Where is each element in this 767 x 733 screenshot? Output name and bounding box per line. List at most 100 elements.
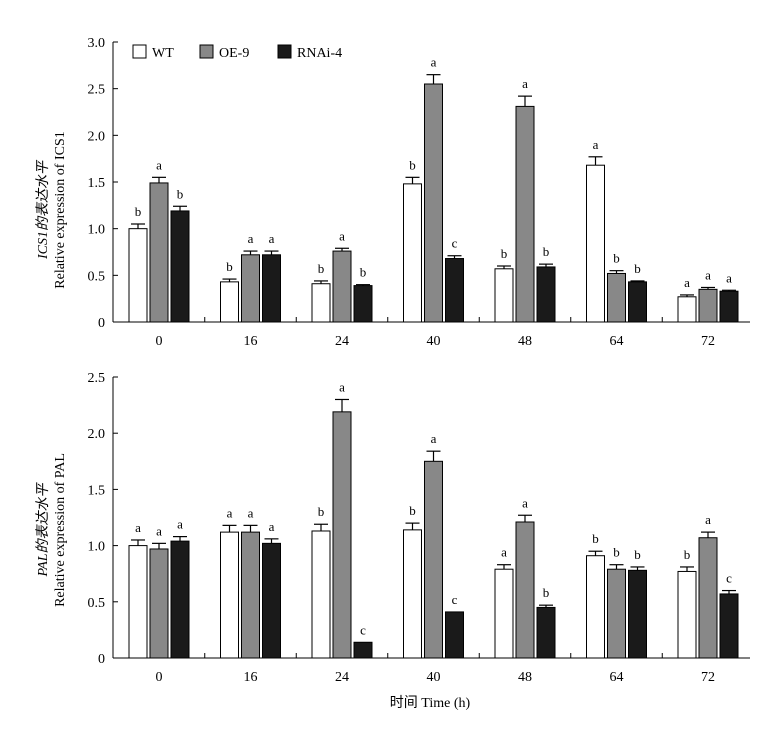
pal-bar-wt — [494, 568, 514, 659]
ics1-sig-label-wt: a — [684, 275, 690, 290]
pal-bar-wt — [128, 545, 148, 659]
pal-bar-oe9 — [698, 537, 718, 659]
pal-bar-oe9 — [149, 548, 169, 659]
pal-bar-oe9 — [607, 568, 626, 659]
pal-sig-label-rnai4: c — [360, 622, 366, 637]
legend: WT OE-9 RNAi-4 — [132, 44, 342, 61]
ics1-x-tick-label: 0 — [156, 334, 163, 349]
ics1-bar-wt — [403, 183, 422, 323]
ics1-bar-wt — [128, 228, 148, 323]
ics1-sig-label-rnai4: a — [269, 231, 275, 246]
pal-x-tick-label: 0 — [156, 670, 163, 685]
ics1-sig-label-oe9: a — [248, 231, 254, 246]
pal-x-tick-label: 72 — [701, 670, 715, 685]
pal-sig-label-rnai4: b — [543, 585, 550, 600]
ics1-sig-label-oe9: a — [431, 55, 437, 70]
pal-sig-label-rnai4: c — [452, 592, 458, 607]
pal-sig-label-rnai4: a — [269, 519, 275, 534]
ics1-sig-label-rnai4: b — [634, 261, 641, 276]
pal-bar-rnai4 — [628, 569, 647, 659]
pal-sig-label-wt: b — [684, 547, 691, 562]
ics1-sig-label-oe9: b — [613, 251, 620, 266]
pal-sig-label-oe9: a — [248, 505, 254, 520]
ics1-bar-rnai4 — [262, 254, 281, 323]
pal-sig-label-wt: a — [501, 545, 507, 560]
pal-x-tick-label: 64 — [610, 670, 624, 685]
pal-bar-wt — [403, 529, 422, 659]
pal-sig-label-wt: b — [318, 504, 325, 519]
pal-bar-rnai4 — [719, 593, 739, 659]
ics1-y-tick-label: 3.0 — [88, 36, 106, 51]
pal-sig-label-oe9: b — [613, 545, 620, 560]
ics1-y-tick-label: 2.5 — [88, 83, 106, 98]
pal-bar-rnai4 — [445, 611, 464, 659]
pal-y-tick-label: 1.0 — [88, 540, 106, 555]
pal-bar-wt — [677, 570, 697, 659]
ics1-bar-wt — [677, 296, 697, 323]
ics1-bar-rnai4 — [536, 266, 556, 323]
pal-bar-oe9 — [241, 531, 260, 659]
pal-bar-wt — [586, 555, 605, 659]
ics1-x-tick-label: 48 — [518, 334, 532, 349]
pal-sig-label-wt: a — [135, 520, 141, 535]
ics1-bar-wt — [311, 283, 331, 323]
ics1-y-tick-label: 0 — [98, 316, 105, 331]
ics1-bar-oe9 — [424, 83, 443, 323]
pal-sig-label-oe9: a — [156, 523, 162, 538]
pal-sig-label-oe9: a — [431, 431, 437, 446]
ics1-bar-rnai4 — [445, 258, 464, 323]
ics1-bar-oe9 — [607, 272, 626, 323]
ics1-x-tick-label: 40 — [427, 334, 441, 349]
pal-bar-rnai4 — [353, 641, 373, 659]
pal-sig-label-oe9: a — [522, 495, 528, 510]
ics1-bar-wt — [586, 164, 605, 323]
pal-y-axis-label: PAL的表达水平 Relative expression of PAL — [35, 453, 68, 607]
pal-x-tick-label: 40 — [427, 670, 441, 685]
ics1-y-tick-label: 2.0 — [88, 129, 106, 144]
ics1-ylabel-cn: ICS1的表达水平 — [35, 159, 51, 260]
pal-sig-label-rnai4: c — [726, 571, 732, 586]
pal-y-tick-label: 1.5 — [88, 483, 106, 498]
ics1-sig-label-oe9: a — [705, 267, 711, 282]
pal-sig-label-wt: a — [227, 505, 233, 520]
legend-swatch-rnai4 — [277, 44, 292, 59]
pal-sig-label-rnai4: b — [634, 547, 641, 562]
legend-swatch-oe9 — [199, 44, 214, 59]
ics1-bar-rnai4 — [628, 281, 647, 323]
pal-y-tick-label: 0 — [98, 652, 105, 667]
ics1-x-tick-label: 16 — [244, 334, 258, 349]
x-axis-label: 时间 Time (h) — [390, 695, 471, 711]
ics1-bar-rnai4 — [170, 210, 190, 323]
pal-y-tick-label: 0.5 — [88, 596, 106, 611]
pal-x-tick-label: 16 — [244, 670, 258, 685]
ics1-bar-oe9 — [241, 254, 260, 323]
ics1-sig-label-rnai4: b — [360, 265, 367, 280]
ics1-sig-label-wt: b — [409, 157, 416, 172]
pal-y-tick-label: 2.5 — [88, 371, 106, 386]
pal-sig-label-oe9: a — [339, 379, 345, 394]
ics1-x-tick-label: 64 — [610, 334, 624, 349]
ics1-x-tick-label: 72 — [701, 334, 715, 349]
pal-x-tick-label: 24 — [335, 670, 349, 685]
pal-bar-rnai4 — [170, 540, 190, 659]
pal-bar-rnai4 — [536, 606, 556, 659]
legend-swatch-wt — [132, 44, 147, 59]
ics1-y-axis-label: ICS1的表达水平 Relative expression of ICS1 — [35, 131, 68, 288]
ics1-sig-label-rnai4: b — [177, 186, 184, 201]
pal-bar-oe9 — [332, 411, 352, 659]
ics1-y-tick-label: 1.5 — [88, 176, 106, 191]
ics1-sig-label-oe9: a — [339, 228, 345, 243]
ics1-bar-oe9 — [698, 288, 718, 323]
ics1-bar-wt — [494, 268, 514, 323]
legend-label-oe9: OE-9 — [219, 46, 249, 61]
pal-bar-rnai4 — [262, 542, 281, 659]
ics1-sig-label-rnai4: c — [452, 236, 458, 251]
pal-bar-wt — [220, 531, 239, 659]
pal-bar-wt — [311, 530, 331, 659]
pal-sig-label-wt: b — [409, 503, 416, 518]
ics1-sig-label-wt: b — [135, 204, 142, 219]
ics1-bar-wt — [220, 281, 239, 323]
pal-sig-label-oe9: a — [705, 512, 711, 527]
